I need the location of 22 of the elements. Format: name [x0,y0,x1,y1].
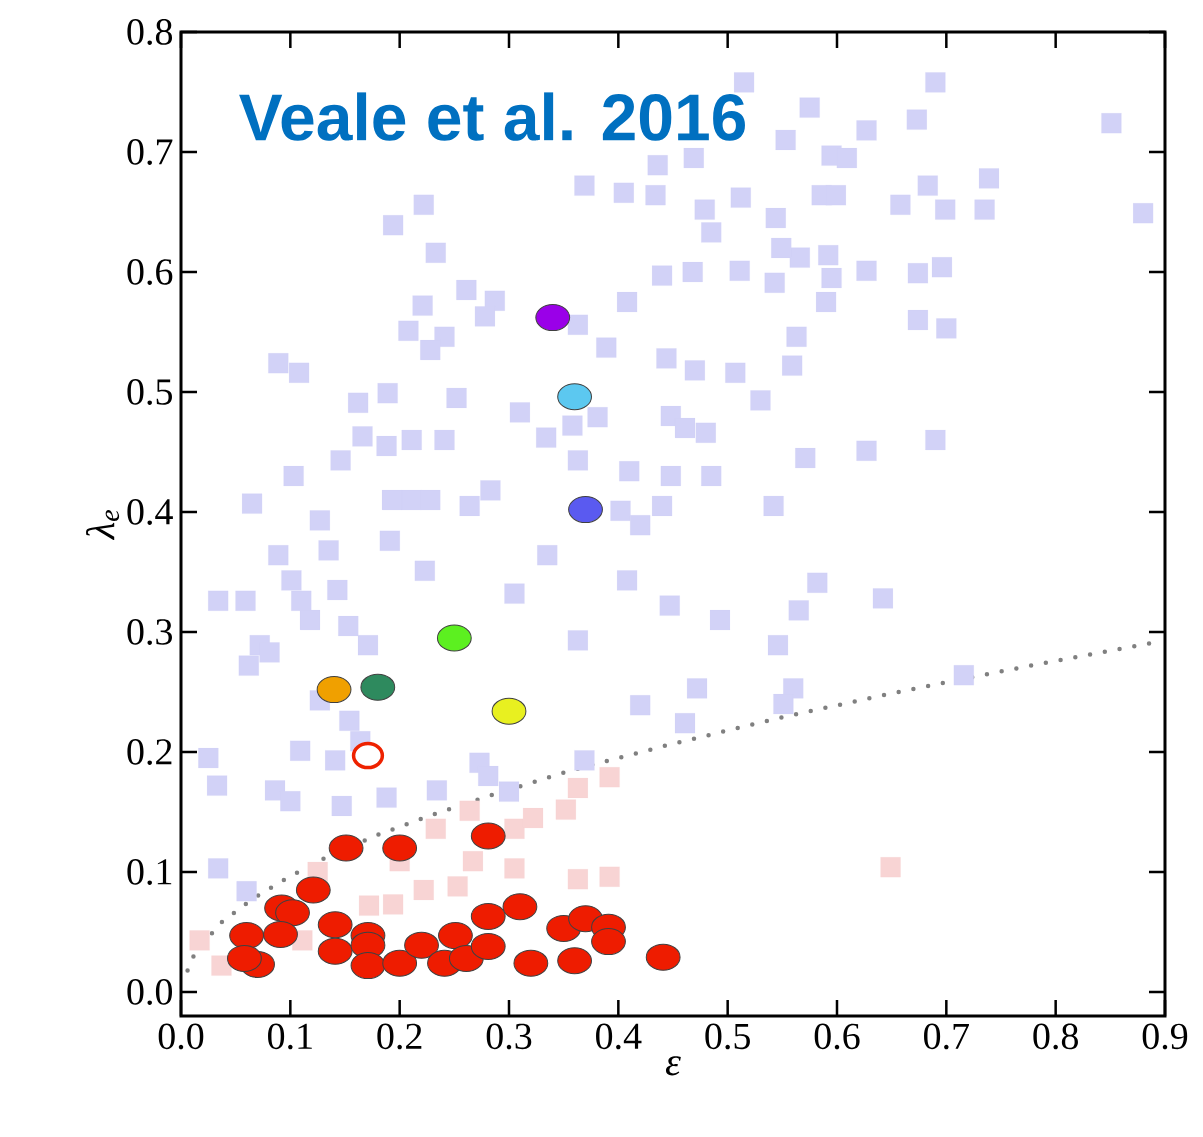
y-tick-label: 0.5 [127,379,172,405]
x-tick-label: 0.2 [377,1023,422,1050]
x-tick-label: 0.1 [268,1023,312,1050]
y-axis-title: λ$_{e}$ [86,509,120,541]
y-tick-label: 0.7 [127,139,173,165]
x-tick-label: 0.3 [486,1023,532,1050]
y-tick-label: 0.8 [127,19,173,45]
x-tick-label: 0.6 [814,1023,860,1050]
y-tick-label: 0.2 [127,739,172,765]
y-tick-label: 0.6 [127,259,173,285]
y-tick-label: 0.0 [127,979,173,1005]
y-tick-label: 0.3 [127,619,172,645]
x-tick-label: 0.4 [596,1023,642,1050]
y-tick-label: 0.1 [127,859,172,885]
x-axis-title: ε [665,1056,681,1076]
y-tick-label: 0.4 [127,499,173,525]
x-tick-label: 0.0 [158,1023,204,1050]
x-tick-label: 0.5 [705,1023,750,1050]
x-tick-label: 0.7 [924,1023,969,1050]
x-tick-label: 0.8 [1033,1023,1078,1050]
x-tick-label: 0.9 [1142,1023,1188,1050]
annotation: Veale et al. 2016 [239,92,745,141]
